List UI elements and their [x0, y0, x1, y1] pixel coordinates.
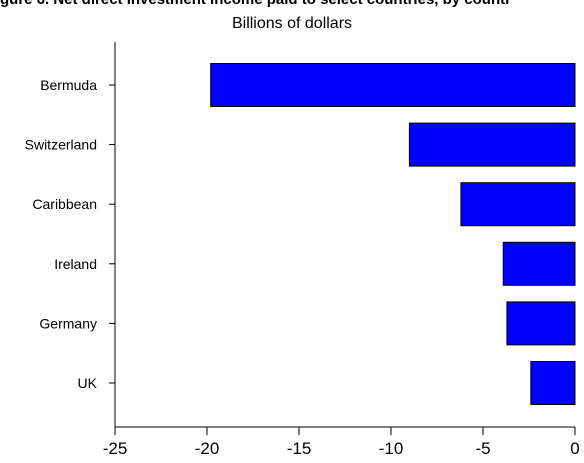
y-tick-label: Germany	[39, 315, 97, 331]
x-tick-label: -10	[379, 439, 404, 458]
bar-uk	[530, 361, 576, 405]
x-tick-label: -5	[475, 439, 490, 458]
bar-ireland	[502, 241, 576, 286]
chart-subtitle: Billions of dollars	[231, 15, 353, 32]
y-tick-label: UK	[78, 375, 98, 391]
x-tick-label: 0	[570, 439, 579, 458]
x-tick-label: -25	[103, 439, 128, 458]
bar-caribbean	[460, 182, 576, 227]
y-tick-label: Ireland	[54, 256, 97, 272]
y-tick-label: Caribbean	[32, 196, 97, 212]
bar-switzerland	[408, 122, 576, 167]
bar-bermuda	[210, 63, 576, 107]
y-tick-label: Switzerland	[25, 137, 97, 153]
chart-title-fragment: gure 6. Net direct investment income pai…	[0, 0, 511, 8]
bar-germany	[506, 301, 576, 346]
x-tick-label: -15	[287, 439, 312, 458]
x-tick-label: -20	[195, 439, 220, 458]
y-tick-label: Bermuda	[40, 77, 97, 93]
